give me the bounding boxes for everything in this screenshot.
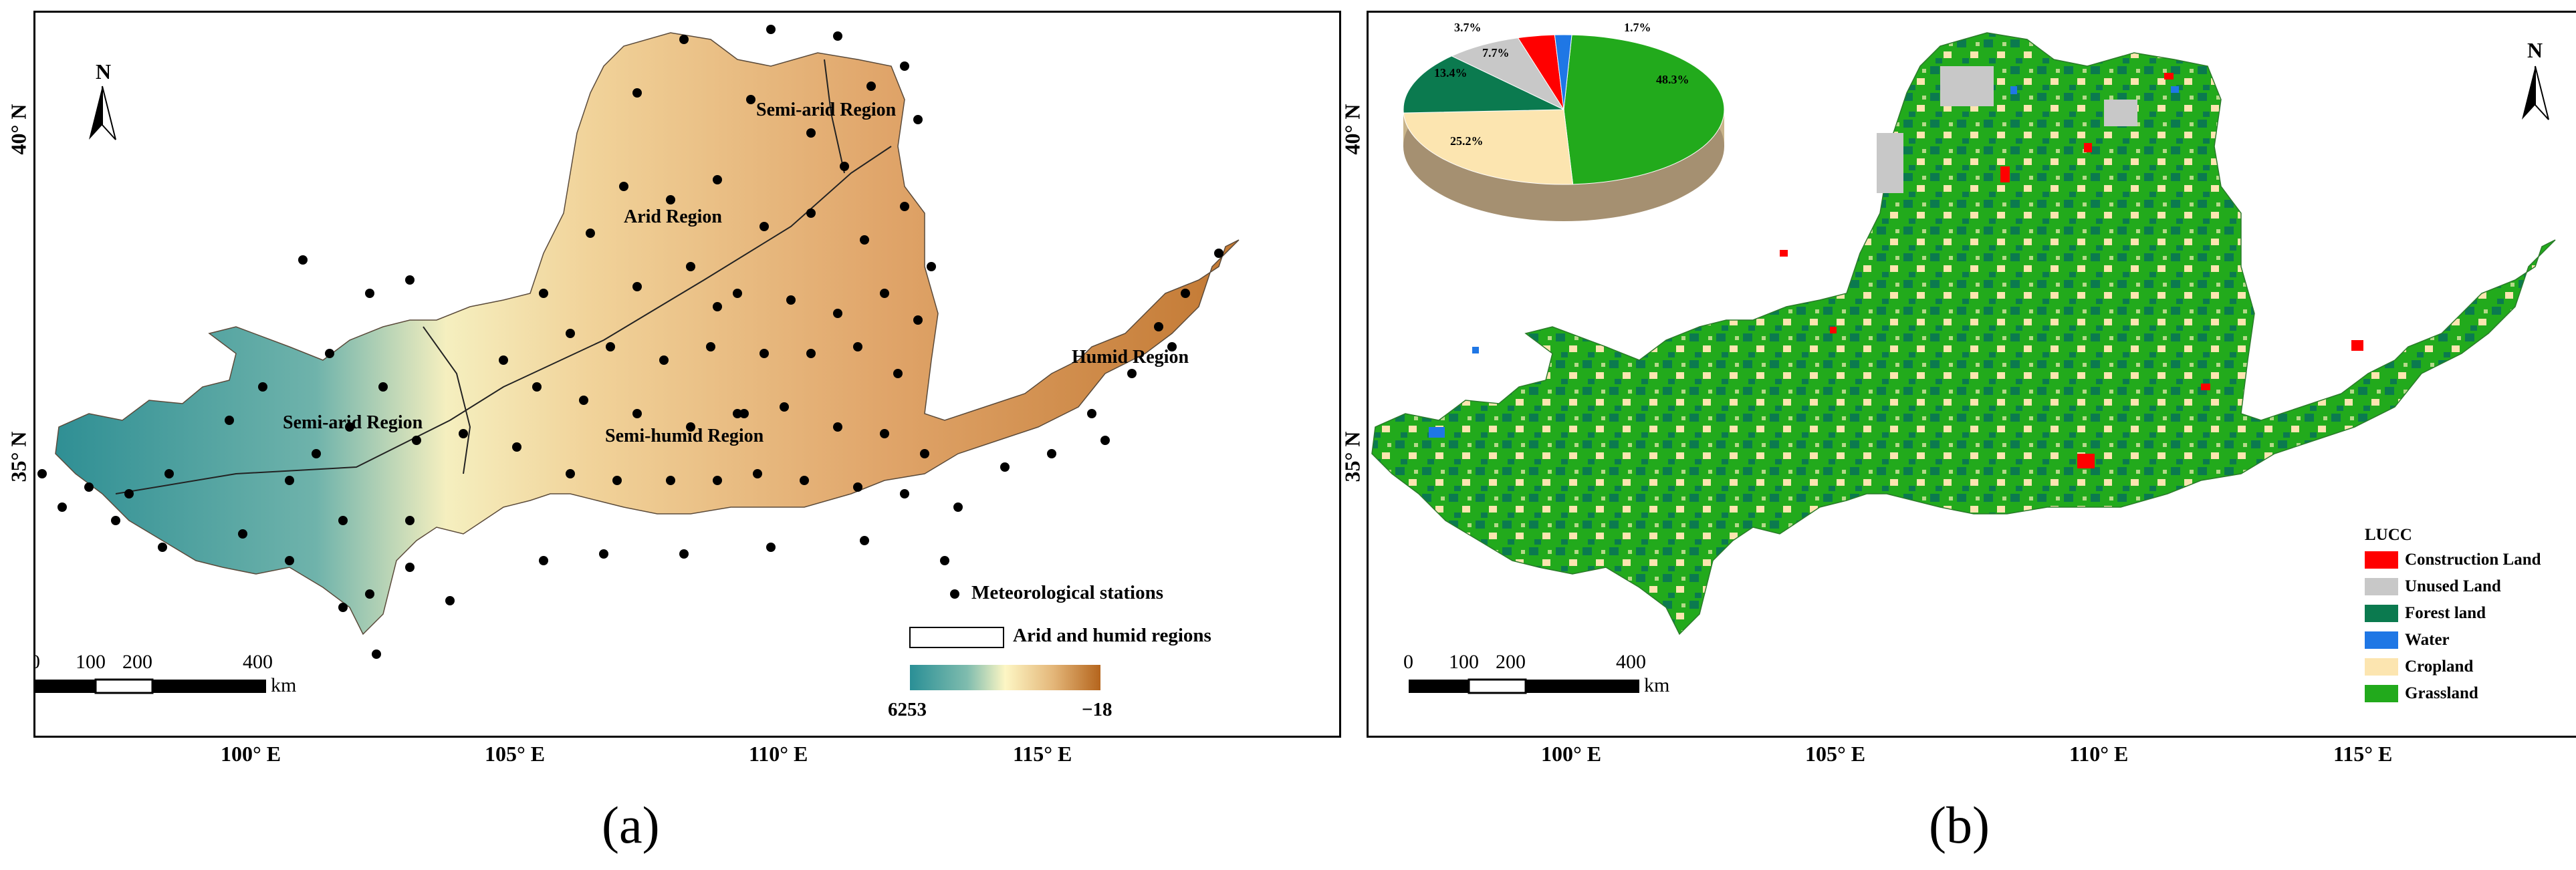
north-label: N xyxy=(96,59,112,84)
legend-region-box xyxy=(909,627,1004,648)
lon-label-b-110: 110° E xyxy=(2069,742,2129,766)
lucc-legend-swatches xyxy=(2365,551,2398,702)
lat-label-a-35: 35° N xyxy=(6,431,31,482)
elevation-colorbar xyxy=(910,665,1100,690)
lucc-label-grassland: Grassland xyxy=(2405,684,2478,702)
unused-land-patches xyxy=(1877,66,2137,193)
lucc-label-water: Water xyxy=(2405,631,2450,649)
scale-tick-200: 200 xyxy=(1496,651,1526,673)
scale-tick-100: 100 xyxy=(1449,651,1479,673)
pie-slice-1 xyxy=(1403,109,1574,185)
lucc-label-construction: Construction Land xyxy=(2405,551,2541,569)
scale-tick-100: 100 xyxy=(76,651,106,673)
north-arrow-icon xyxy=(2522,65,2549,120)
pie-label-cropland: 25.2% xyxy=(1450,134,1484,148)
legend-station-dot xyxy=(950,589,959,599)
elevation-min-label: −18 xyxy=(1082,699,1113,720)
region-label-semi-arid-west: Semi-arid Region xyxy=(283,412,423,433)
north-label: N xyxy=(2527,38,2543,62)
panel-caption-a: (a) xyxy=(602,796,660,854)
map-panel-b: N 48.3% 25.2% 13.4% 7.7% 3.7% 1.7% LUCC … xyxy=(1367,11,2576,738)
climate-region-boundary xyxy=(115,146,892,494)
region-label-arid: Arid Region xyxy=(624,206,722,227)
elevation-max-label: 6253 xyxy=(888,699,927,720)
pie-label-forest: 13.4% xyxy=(1434,66,1468,80)
lon-label-a-115: 115° E xyxy=(1013,742,1072,766)
lucc-pie-chart xyxy=(1403,34,1725,221)
climate-region-boundary-3 xyxy=(824,59,845,174)
lucc-label-forest: Forest land xyxy=(2405,604,2486,622)
lucc-map xyxy=(1371,32,2556,702)
pie-label-construction: 3.7% xyxy=(1454,21,1482,34)
scale-tick-0: 0 xyxy=(35,651,40,674)
scale-bar xyxy=(35,678,266,694)
legend-regions-label: Arid and humid regions xyxy=(1013,625,1211,646)
scale-tick-0: 0 xyxy=(1403,651,1413,673)
scale-tick-400: 400 xyxy=(243,651,273,673)
panel-caption-b: (b) xyxy=(1929,796,1990,854)
scale-bar xyxy=(1409,678,1639,694)
pie-label-water: 1.7% xyxy=(1624,21,1651,34)
pie-label-unused: 7.7% xyxy=(1482,46,1510,59)
lon-label-a-105: 105° E xyxy=(485,742,546,766)
region-label-semi-arid-north: Semi-arid Region xyxy=(756,100,897,120)
lon-label-b-105: 105° E xyxy=(1805,742,1866,766)
elevation-map xyxy=(35,25,1240,694)
water-patches xyxy=(1429,86,2179,438)
lon-label-b-115: 115° E xyxy=(2333,742,2393,766)
pie-slice-2 xyxy=(1403,55,1564,114)
meteorological-stations xyxy=(37,25,1223,659)
yellow-river-basin xyxy=(55,32,1240,635)
lon-label-a-100: 100° E xyxy=(221,742,281,766)
lat-label-a-40: 40° N xyxy=(6,104,31,155)
scale-unit: km xyxy=(1644,674,1670,696)
legend-stations-label: Meteorological stations xyxy=(971,582,1163,603)
region-label-semi-humid: Semi-humid Region xyxy=(605,426,764,446)
pie-label-grassland: 48.3% xyxy=(1656,73,1689,86)
lucc-label-cropland: Cropland xyxy=(2405,658,2474,676)
pie-slice-0 xyxy=(1563,34,1725,185)
pie-slices xyxy=(1403,34,1725,185)
lucc-legend-title: LUCC xyxy=(2365,526,2412,544)
lon-label-a-110: 110° E xyxy=(749,742,808,766)
climate-region-boundary-2 xyxy=(423,326,471,474)
pie-slice-5 xyxy=(1554,34,1572,110)
scale-tick-200: 200 xyxy=(122,651,152,673)
region-label-humid: Humid Region xyxy=(1072,347,1189,368)
lon-label-b-100: 100° E xyxy=(1541,742,1602,766)
map-panel-a: N Semi-arid Region Arid Region Humid Reg… xyxy=(33,11,1341,738)
yellow-river-basin-lucc xyxy=(1371,32,2556,635)
pie-slice-3 xyxy=(1451,37,1565,111)
lucc-label-unused: Unused Land xyxy=(2405,577,2501,595)
lat-label-b-40: 40° N xyxy=(1340,104,1365,155)
scale-tick-400: 400 xyxy=(1616,651,1646,673)
lat-label-b-35: 35° N xyxy=(1340,431,1365,482)
construction-land-patches xyxy=(1780,73,2363,468)
scale-unit: km xyxy=(271,674,297,696)
north-arrow-icon xyxy=(89,86,116,140)
